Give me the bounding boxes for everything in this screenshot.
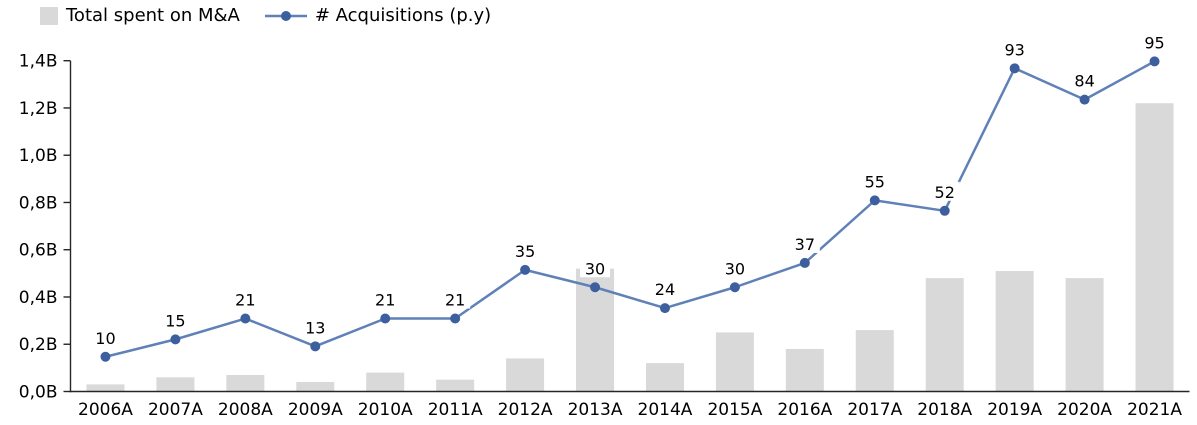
line-point-2021A [1149,56,1160,67]
bar-2007A [156,377,195,392]
x-tick-label-2012A: 2012A [498,400,553,420]
data-label-2010A: 21 [375,291,395,310]
line-point-2011A [450,313,461,324]
line-point-2013A [590,282,601,293]
x-tick-label-2009A: 2009A [288,400,343,420]
bar-2012A [506,358,545,392]
bar-2020A [1065,278,1104,392]
acquisitions-line [105,60,1156,358]
bar-2011A [436,379,475,392]
y-tick-label: 1,4B [19,52,58,72]
y-tick-label: 1,2B [19,99,58,119]
bar-2019A [995,270,1034,392]
data-label-2013A: 30 [585,259,605,278]
data-label-bg [300,317,331,337]
x-tick-label-2011A: 2011A [428,400,483,420]
y-tick-label: 0,2B [19,335,58,355]
data-label-2007A: 15 [165,311,185,330]
data-label-2020A: 84 [1074,72,1094,91]
x-tick-label-2006A: 2006A [78,400,133,420]
data-label-bg [789,233,820,253]
line-point-2017A [869,195,880,206]
legend-bar-swatch [40,7,58,25]
line-point-2018A [939,205,950,216]
line-point-2012A [520,264,531,275]
line-point-2016A [799,257,810,268]
legend-line-label: # Acquisitions (p.y) [314,5,492,26]
x-tick-label-2019A: 2019A [987,400,1042,420]
x-tick-label-2017A: 2017A [847,400,902,420]
line-point-2007A [170,334,181,345]
data-label-bg [859,171,890,191]
data-label-bg [999,39,1030,59]
x-tick-label-2007A: 2007A [148,400,203,420]
data-label-2012A: 35 [515,242,535,261]
bar-2014A [645,363,684,392]
line-point-2014A [659,303,670,314]
x-tick-label-2014A: 2014A [638,400,693,420]
x-tick-label-2018A: 2018A [917,400,972,420]
data-label-2008A: 21 [235,291,255,310]
bar-2015A [715,332,754,392]
y-tick-label: 0,4B [19,288,58,308]
data-label-2016A: 37 [795,235,815,254]
x-tick-label-2021A: 2021A [1127,400,1182,420]
data-label-bg [160,310,191,330]
data-label-2014A: 24 [655,280,675,299]
data-label-bg [1139,32,1170,52]
data-label-2021A: 95 [1144,33,1164,52]
x-tick-label-2013A: 2013A [568,400,623,420]
data-label-bg [370,289,401,309]
data-label-bg [580,258,611,278]
data-label-bg [719,258,750,278]
data-label-bg [440,289,471,309]
data-label-bg [649,279,680,299]
bar-2010A [366,372,405,392]
bar-2008A [226,374,265,392]
line-point-2006A [100,351,111,362]
bar-2009A [296,382,335,392]
y-tick-label: 0,6B [19,241,58,261]
line-point-2019A [1009,63,1020,74]
data-label-2017A: 55 [865,172,885,191]
line-point-2009A [310,341,321,352]
x-tick-label-2015A: 2015A [707,400,762,420]
y-tick-label: 0,8B [19,193,58,213]
data-label-bg [230,289,261,309]
y-tick-label: 1,0B [19,146,58,166]
data-label-2018A: 52 [935,183,955,202]
line-point-2020A [1079,94,1090,105]
line-point-2008A [240,313,251,324]
bar-2006A [86,384,125,392]
data-label-2015A: 30 [725,259,745,278]
bar-2017A [855,330,894,392]
bar-2018A [925,278,964,392]
data-label-bg [1069,70,1100,90]
legend-bar-label: Total spent on M&A [66,5,240,26]
data-label-bg [929,181,960,201]
x-tick-label-2010A: 2010A [358,400,413,420]
data-label-2011A: 21 [445,291,465,310]
data-label-bg [510,240,541,260]
data-label-2006A: 10 [95,329,115,348]
data-label-2009A: 13 [305,318,325,337]
data-label-bg [90,327,121,347]
legend-line-marker-sample [264,10,308,22]
x-tick-label-2008A: 2008A [218,400,273,420]
bar-2016A [785,348,824,392]
x-tick-label-2016A: 2016A [777,400,832,420]
x-tick-label-2020A: 2020A [1057,400,1112,420]
legend: Total spent on M&A # Acquisitions (p.y) [40,5,491,27]
bar-2021A [1135,103,1174,392]
y-tick-label: 0,0B [19,383,58,403]
line-point-2010A [380,313,391,324]
line-point-2015A [729,282,740,293]
data-label-2019A: 93 [1004,40,1024,59]
